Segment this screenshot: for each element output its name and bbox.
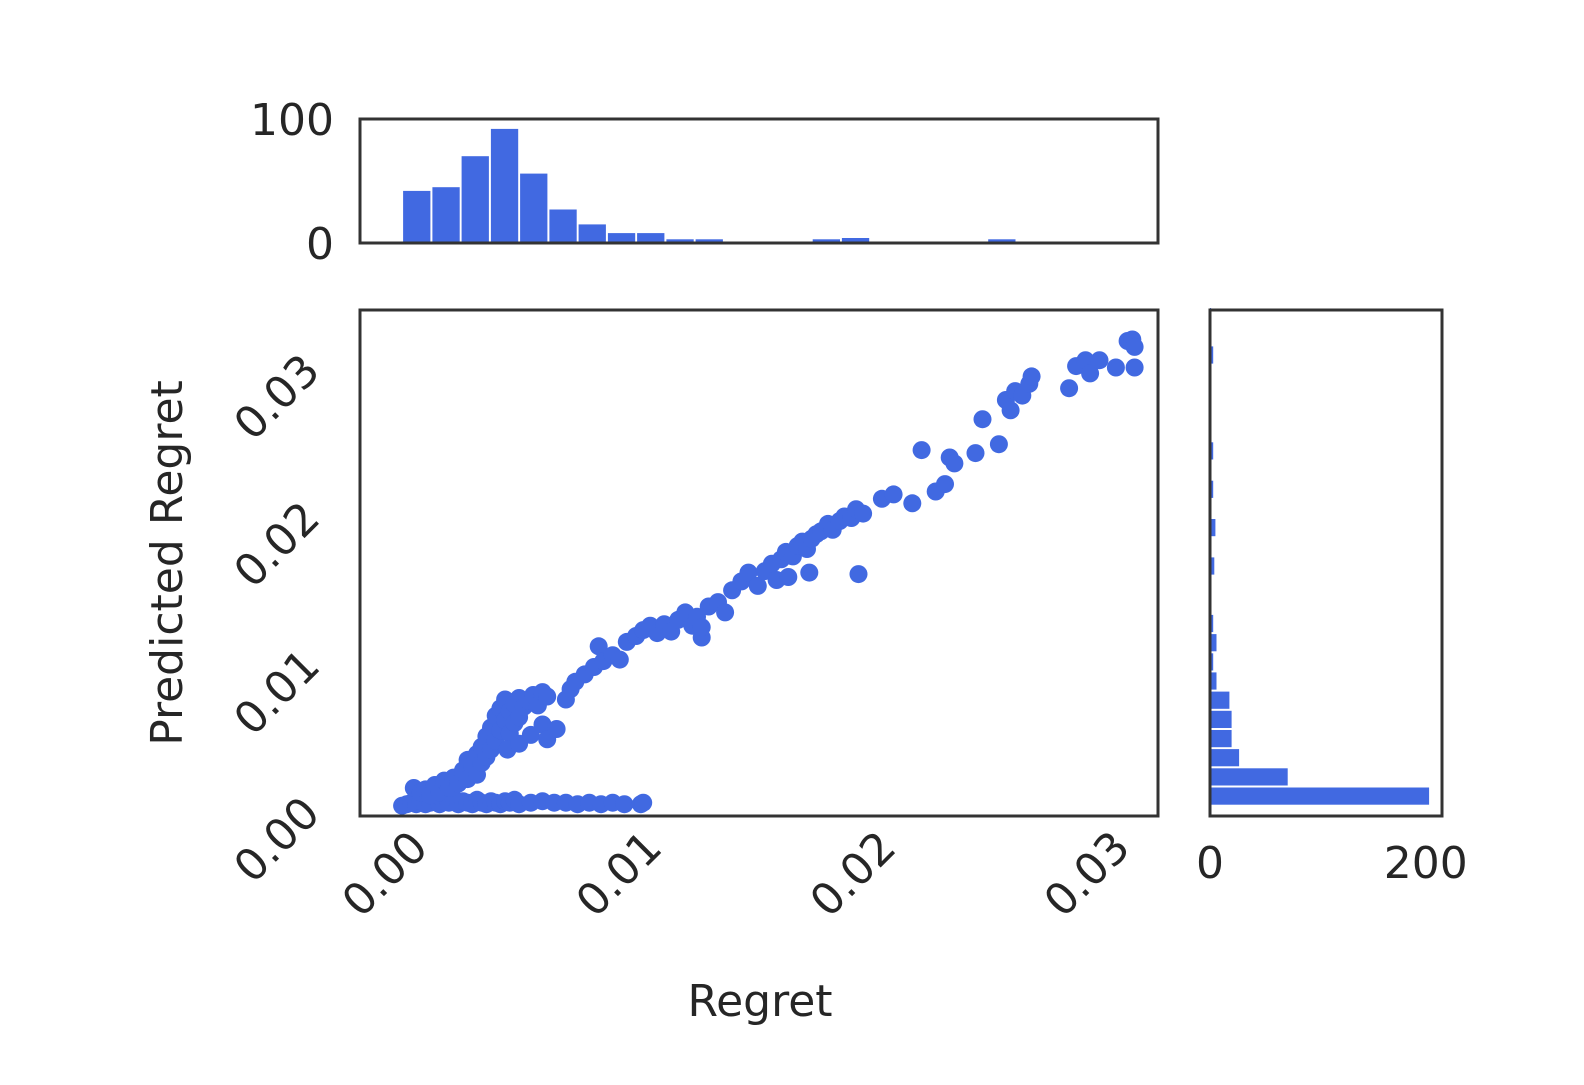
scatter-point <box>634 793 653 812</box>
right-histogram-x-tick-label: 200 <box>1384 838 1468 889</box>
scatter-point <box>692 618 711 637</box>
right-histogram-bars <box>1210 308 1430 805</box>
top-histogram-bar <box>841 238 870 243</box>
scatter-point <box>521 725 540 744</box>
right-histogram-bar <box>1210 480 1214 498</box>
scatter-point <box>1081 364 1100 383</box>
scatter-panel: 0.00 0.01 0.02 0.03 0.000.010.020.03 Regret… <box>142 308 1160 1027</box>
x-tick-label: 0.00 <box>333 822 438 927</box>
y-tick-label: 0.02 <box>224 492 329 597</box>
top-histogram: 0 100 <box>250 95 1160 270</box>
right-histogram-bar <box>1210 749 1240 767</box>
y-tick-label: 0.01 <box>224 640 329 745</box>
scatter-point <box>936 475 954 494</box>
top-histogram-bars <box>403 128 1133 243</box>
scatter-points <box>393 330 1144 815</box>
scatter-point <box>716 603 735 622</box>
right-histogram-x-ticks: 0 200 <box>1196 838 1468 889</box>
scatter-point <box>610 650 629 669</box>
top-histogram-bar <box>666 239 694 243</box>
right-histogram-frame <box>1208 308 1444 818</box>
x-axis-label: Regret <box>687 976 832 1027</box>
scatter-point <box>903 494 922 513</box>
scatter-point <box>1090 351 1109 370</box>
scatter-point <box>989 435 1008 454</box>
top-histogram-bar <box>637 233 665 243</box>
y-tick-label: 0.00 <box>224 787 329 892</box>
scatter-point <box>1125 358 1144 377</box>
right-histogram: 0 200 <box>1196 308 1468 889</box>
right-histogram-bar <box>1210 653 1214 671</box>
right-histogram-bar <box>1210 730 1232 748</box>
top-histogram-y-ticks: 0 100 <box>250 95 334 270</box>
top-histogram-bar <box>607 233 636 243</box>
scatter-point <box>739 563 758 582</box>
scatter-point <box>854 504 873 523</box>
scatter-point <box>1106 358 1125 377</box>
scatter-point <box>973 410 992 429</box>
scatter-point <box>1060 379 1079 398</box>
top-histogram-bar <box>578 224 606 243</box>
top-histogram-bar <box>549 209 577 243</box>
y-axis-label: Predicted Regret <box>142 380 193 746</box>
right-histogram-bar <box>1210 557 1215 575</box>
right-histogram-bar <box>1210 710 1232 728</box>
y-tick-label: 0.03 <box>224 345 329 450</box>
right-histogram-bar <box>1210 442 1214 460</box>
scatter-point <box>533 715 552 734</box>
right-histogram-bar <box>1210 634 1217 652</box>
scatter-y-ticks: 0.00 0.01 0.02 0.03 <box>224 345 329 893</box>
x-tick-label: 0.02 <box>801 822 906 927</box>
scatter-point <box>538 687 557 706</box>
scatter-point <box>800 563 819 582</box>
top-histogram-y-tick-label: 0 <box>306 219 334 270</box>
scatter-point <box>589 637 608 656</box>
top-histogram-bar <box>461 156 489 243</box>
scatter-point <box>884 485 903 504</box>
scatter-point <box>849 565 868 584</box>
scatter-point <box>966 444 985 463</box>
top-histogram-bar <box>988 239 1016 243</box>
top-histogram-bar <box>812 239 840 243</box>
scatter-point <box>1125 337 1144 356</box>
top-histogram-bar <box>490 128 519 243</box>
top-histogram-bar <box>432 187 460 243</box>
right-histogram-bar <box>1210 787 1430 805</box>
top-histogram-bar <box>403 190 431 243</box>
scatter-point <box>912 441 931 460</box>
top-histogram-bar <box>695 239 723 243</box>
scatter-point <box>615 795 634 814</box>
scatter-x-ticks: 0.00 0.01 0.02 0.03 <box>333 822 1140 927</box>
top-histogram-frame <box>358 117 1160 245</box>
x-tick-label: 0.03 <box>1035 822 1140 927</box>
right-histogram-bar <box>1210 672 1217 690</box>
scatter-point <box>945 454 964 473</box>
right-histogram-bar <box>1210 346 1214 364</box>
top-histogram-bar <box>520 173 548 243</box>
scatter-point <box>547 720 566 738</box>
scatter-frame <box>358 308 1160 818</box>
x-tick-label: 0.01 <box>567 822 672 927</box>
right-histogram-bar <box>1210 614 1214 633</box>
right-histogram-bar <box>1210 691 1230 709</box>
scatter-point <box>1001 401 1020 420</box>
top-histogram-y-tick-label: 100 <box>250 95 334 146</box>
scatter-point <box>1022 367 1041 386</box>
scatter-point <box>748 576 767 595</box>
scatter-point <box>779 568 798 586</box>
right-histogram-bar <box>1210 519 1216 537</box>
right-histogram-x-tick-label: 0 <box>1196 838 1224 889</box>
right-histogram-bar <box>1210 768 1288 786</box>
